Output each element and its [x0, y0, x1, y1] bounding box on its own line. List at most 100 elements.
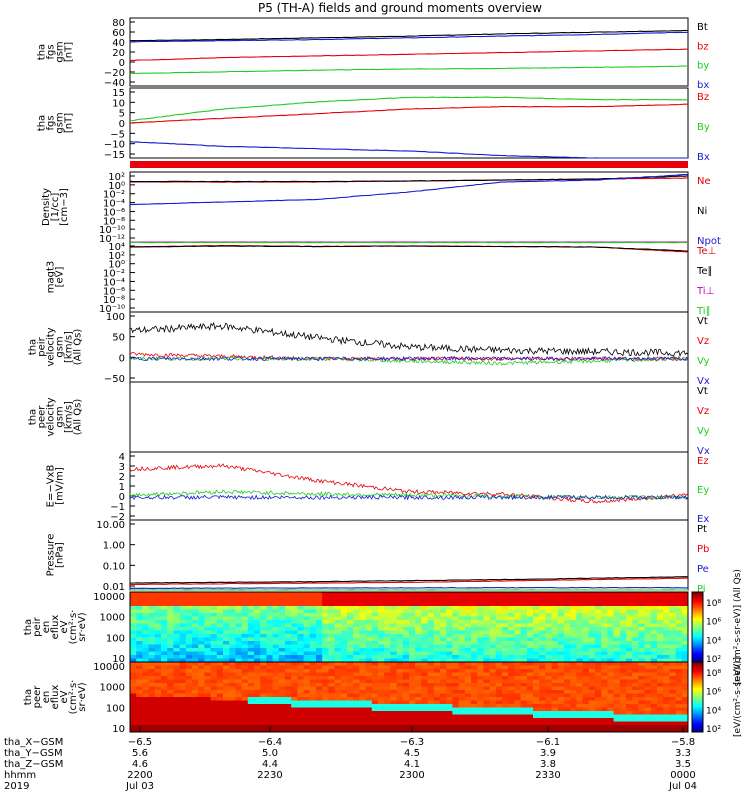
colorbar-segment — [692, 728, 703, 731]
heatmap-cell — [154, 665, 162, 670]
heatmap-cell — [192, 620, 199, 624]
heatmap-cell — [365, 595, 373, 600]
heatmap-cell — [390, 606, 397, 610]
heatmap-cell — [458, 616, 466, 621]
heatmap-cell — [657, 609, 664, 614]
heatmap-cell — [322, 679, 329, 684]
heatmap-cell — [551, 658, 559, 663]
heatmap-cell — [266, 679, 273, 684]
heatmap-cell — [198, 606, 205, 610]
heatmap-cell — [452, 669, 459, 673]
heatmap-cell — [260, 648, 267, 652]
heatmap-cell — [285, 655, 292, 659]
heatmap-cell — [322, 718, 329, 722]
heatmap-cell — [570, 634, 577, 638]
heatmap-cell — [142, 592, 149, 596]
heatmap-cell — [483, 707, 490, 712]
colorbar-segment — [692, 623, 703, 626]
heatmap-cell — [241, 609, 249, 614]
heatmap-cell — [582, 669, 590, 673]
heatmap-cell — [278, 669, 286, 673]
heatmap-cell — [359, 627, 366, 631]
heatmap-cell — [588, 683, 596, 687]
heatmap-cell — [396, 606, 404, 610]
heatmap-cell — [545, 686, 552, 691]
heatmap-cell — [452, 707, 459, 712]
heatmap-cell — [626, 707, 633, 712]
heatmap-cell — [669, 683, 676, 687]
y-tick-label: 10⁻¹⁰ — [99, 225, 125, 236]
heatmap-cell — [452, 725, 459, 729]
heatmap-cell — [471, 627, 478, 631]
heatmap-cell — [582, 655, 590, 659]
heatmap-cell — [514, 613, 521, 617]
heatmap-cell — [539, 662, 546, 666]
heatmap-cell — [446, 623, 453, 628]
y-tick-label: 15 — [112, 88, 125, 99]
heatmap-cell — [347, 718, 354, 722]
heatmap-cell — [161, 676, 168, 680]
heatmap-cell — [477, 627, 484, 631]
heatmap-cell — [539, 676, 546, 680]
heatmap-cell — [223, 704, 230, 708]
heatmap-cell — [328, 627, 335, 631]
heatmap-cell — [458, 602, 466, 607]
heatmap-cell — [582, 700, 590, 705]
heatmap-cell — [669, 679, 676, 684]
heatmap-cell — [489, 637, 497, 642]
heatmap-cell — [316, 665, 323, 670]
heatmap-cell — [520, 697, 528, 701]
heatmap-cell — [142, 613, 149, 617]
heatmap-cell — [303, 637, 311, 642]
heatmap-cell — [396, 651, 404, 656]
heatmap-cell — [229, 704, 236, 708]
heatmap-cell — [433, 623, 441, 628]
heatmap-cell — [681, 623, 689, 628]
heatmap-cell — [533, 616, 540, 621]
heatmap-cell — [316, 711, 323, 715]
heatmap-cell — [464, 669, 472, 673]
heatmap-cell — [216, 686, 224, 691]
heatmap-cell — [681, 609, 689, 614]
heatmap-cell — [173, 679, 180, 684]
heatmap-cell — [452, 711, 459, 715]
heatmap-cell — [130, 634, 137, 638]
heatmap-cell — [378, 683, 385, 687]
heatmap-cell — [582, 679, 590, 684]
heatmap-cell — [402, 665, 410, 670]
heatmap-cell — [464, 662, 472, 666]
y-tick-label: 5 — [119, 109, 125, 120]
heatmap-cell — [427, 714, 435, 719]
y-axis-label: (cm²·s· — [68, 680, 79, 715]
heatmap-cell — [495, 658, 503, 663]
heatmap-cell — [167, 672, 174, 677]
heatmap-cell — [421, 683, 428, 687]
heatmap-cell — [136, 686, 143, 691]
heatmap-cell — [458, 700, 466, 705]
heatmap-cell — [384, 623, 391, 628]
heatmap-cell — [632, 623, 639, 628]
heatmap-cell — [371, 662, 379, 666]
x-tick-label: 3.9 — [540, 748, 556, 759]
heatmap-cell — [316, 693, 323, 698]
heatmap-cell — [638, 595, 645, 600]
colorbar-segment — [692, 635, 703, 638]
heatmap-cell — [619, 721, 627, 726]
heatmap-cell — [167, 669, 174, 673]
heatmap-cell — [632, 613, 639, 617]
heatmap-cell — [495, 700, 503, 705]
heatmap-cell — [440, 637, 447, 642]
heatmap-cell — [557, 620, 565, 624]
heatmap-cell — [681, 679, 689, 684]
heatmap-cell — [526, 644, 534, 649]
heatmap-cell — [675, 693, 683, 698]
heatmap-cell — [378, 637, 385, 642]
heatmap-cell — [508, 669, 515, 673]
heatmap-cell — [545, 630, 552, 635]
y-axis-label: Pressure — [46, 534, 57, 577]
heatmap-cell — [260, 683, 267, 687]
heatmap-cell — [650, 613, 658, 617]
heatmap-cell — [241, 718, 249, 722]
heatmap-cell — [477, 714, 484, 719]
heatmap-cell — [613, 700, 621, 705]
